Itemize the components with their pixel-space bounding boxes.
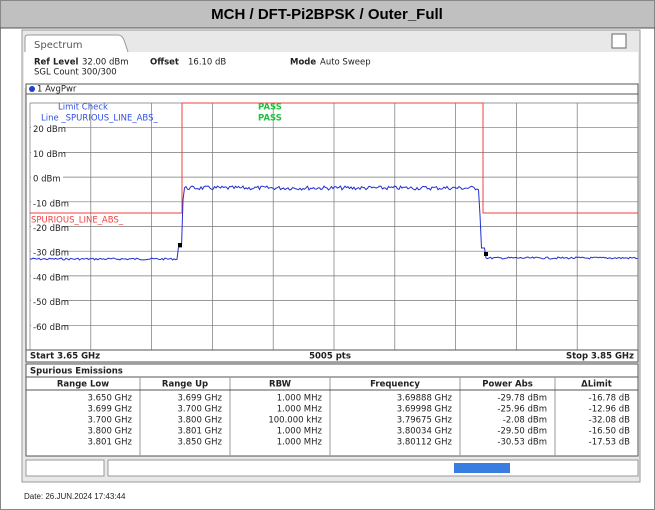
cell: -32.08 dB	[589, 416, 630, 426]
plot-area	[25, 83, 639, 355]
cell: -17.53 dB	[589, 438, 630, 448]
column-header: RBW	[269, 380, 292, 390]
y-tick-label: -10 dBm	[33, 199, 69, 209]
ref-level-label: Ref Level	[34, 58, 78, 68]
table-frame	[25, 363, 639, 457]
column-header: ΔLimit	[581, 380, 612, 390]
column-header: Frequency	[370, 380, 420, 390]
tick-bg	[31, 248, 63, 259]
cell: 3.800 GHz	[88, 427, 133, 437]
limit-check-result: PASS	[258, 103, 282, 113]
points: 5005 pts	[309, 352, 351, 362]
title-bar	[1, 1, 654, 28]
tab-label: Spectrum	[34, 40, 82, 51]
marker	[484, 252, 488, 256]
cell: 3.80112 GHz	[397, 438, 453, 448]
cell: 3.801 GHz	[88, 438, 133, 448]
tick-bg	[31, 297, 63, 308]
y-tick-label: -60 dBm	[33, 323, 69, 333]
trace-label: 1 AvgPwr	[37, 85, 77, 95]
cell: 1.000 MHz	[277, 405, 323, 415]
tick-bg	[31, 149, 63, 160]
cell: 3.800 GHz	[178, 416, 223, 426]
grid: 20 dBm 10 dBm 0 dBm -10 dBm -20 dBm -30 dBm -4…	[29, 102, 639, 351]
cell: 3.650 GHz	[88, 394, 133, 404]
cell: 3.699 GHz	[178, 394, 223, 404]
cell: 1.000 MHz	[277, 427, 323, 437]
mode: Auto Sweep	[320, 58, 371, 68]
cell: -29.78 dBm	[497, 394, 547, 404]
y-tick-label: -50 dBm	[33, 298, 69, 308]
settings-panel	[24, 52, 638, 88]
tick-bg	[31, 124, 63, 135]
y-tick-label: -20 dBm	[33, 224, 69, 234]
cell: -12.96 dB	[589, 405, 630, 415]
cell: 3.700 GHz	[88, 416, 133, 426]
mode-label: Mode	[290, 58, 316, 68]
limit-line-name: SPURIOUS_LINE_ABS_	[31, 216, 124, 226]
date: Date: 26.JUN.2024 17:43:44	[24, 492, 126, 501]
progress	[454, 463, 510, 473]
column-header: Range Low	[57, 380, 109, 390]
trace-dot	[29, 86, 35, 92]
limit-line-label: Line _SPURIOUS_LINE_ABS_	[41, 114, 158, 124]
cell: -29.50 dBm	[497, 427, 547, 437]
sgl-count: SGL Count 300/300	[34, 68, 117, 78]
tick-bg	[31, 198, 63, 209]
spectrum-trace	[29, 185, 638, 261]
status-box	[25, 459, 105, 477]
tick-bg	[31, 223, 63, 234]
table-title: Spurious Emissions	[30, 367, 123, 377]
cell: -30.53 dBm	[497, 438, 547, 448]
y-tick-label: 20 dBm	[33, 125, 66, 135]
cell: -16.78 dB	[589, 394, 630, 404]
cell: 1.000 MHz	[277, 438, 323, 448]
column-header: Range Up	[162, 380, 208, 390]
offset-label: Offset	[150, 58, 179, 68]
offset: 16.10 dB	[188, 58, 226, 68]
cell: 3.79675 GHz	[397, 416, 453, 426]
start-freq: Start 3.65 GHz	[30, 352, 100, 362]
limit-line	[30, 102, 638, 214]
y-tick-label: 10 dBm	[33, 150, 66, 160]
tick-bg	[31, 322, 63, 333]
y-tick-label: -40 dBm	[33, 273, 69, 283]
cell: -2.08 dBm	[503, 416, 547, 426]
status-bar	[107, 459, 639, 477]
axis-footer	[25, 349, 639, 363]
spurious-table: Spurious Emissions Range Low Range Up RBW F…	[25, 363, 639, 457]
cell: -16.50 dB	[589, 427, 630, 437]
cell: 3.850 GHz	[178, 438, 223, 448]
limit-check-label: Limit Check	[58, 103, 108, 113]
cell: -25.96 dBm	[497, 405, 547, 415]
menu-icon[interactable]	[611, 33, 627, 49]
cell: 3.801 GHz	[178, 427, 223, 437]
tab[interactable]	[24, 34, 129, 53]
title: MCH / DFT-Pi2BPSK / Outer_Full	[211, 6, 443, 23]
limit-line-result: PASS	[258, 114, 282, 124]
marker	[178, 243, 182, 247]
cell: 3.69888 GHz	[397, 394, 453, 404]
cell: 3.69998 GHz	[397, 405, 453, 415]
cell: 3.700 GHz	[178, 405, 223, 415]
ref-level: 32.00 dBm	[82, 58, 129, 68]
y-tick-label: -30 dBm	[33, 249, 69, 259]
cell: 3.80034 GHz	[397, 427, 453, 437]
stop-freq: Stop 3.85 GHz	[566, 352, 634, 362]
cell: 3.699 GHz	[88, 405, 133, 415]
cell: 100.000 kHz	[268, 416, 322, 426]
column-header: Power Abs	[482, 380, 533, 390]
tick-bg	[31, 272, 63, 283]
y-tick-label: 0 dBm	[33, 175, 61, 185]
cell: 1.000 MHz	[277, 394, 323, 404]
tick-bg	[31, 174, 63, 185]
